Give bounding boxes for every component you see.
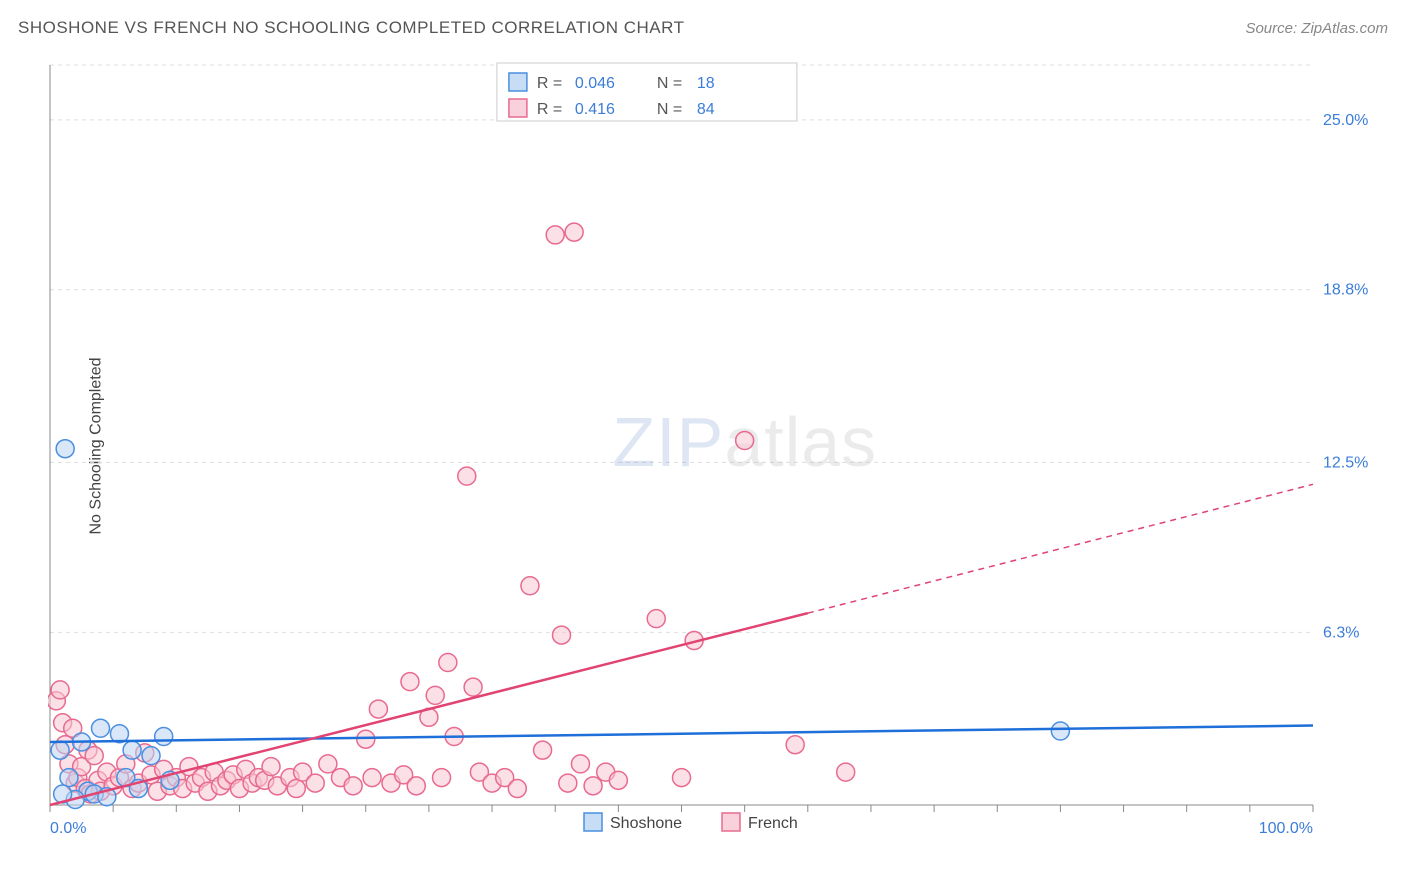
french-point xyxy=(369,700,387,718)
french-point xyxy=(51,681,69,699)
french-point xyxy=(287,780,305,798)
legend-r-value: 0.046 xyxy=(575,75,615,92)
scatter-plot: 6.3%12.5%18.8%25.0%0.0%100.0%ZIPatlasR =… xyxy=(48,55,1388,845)
french-point xyxy=(262,758,280,776)
chart-area: 6.3%12.5%18.8%25.0%0.0%100.0%ZIPatlasR =… xyxy=(48,55,1388,845)
french-point xyxy=(565,223,583,241)
series-label: Shoshone xyxy=(610,815,682,832)
x-tick-label: 0.0% xyxy=(50,820,86,837)
french-point xyxy=(357,730,375,748)
legend-r-label: R = xyxy=(537,101,562,118)
legend-swatch xyxy=(509,99,527,117)
french-point xyxy=(553,626,571,644)
shoshone-point xyxy=(92,719,110,737)
legend-n-label: N = xyxy=(657,75,682,92)
french-point xyxy=(559,774,577,792)
y-tick-label: 12.5% xyxy=(1323,454,1368,471)
y-tick-label: 25.0% xyxy=(1323,112,1368,129)
french-point xyxy=(508,780,526,798)
legend-n-label: N = xyxy=(657,101,682,118)
shoshone-point xyxy=(60,769,78,787)
series-swatch xyxy=(722,813,740,831)
french-point xyxy=(609,771,627,789)
shoshone-point xyxy=(155,727,173,745)
shoshone-trend-line xyxy=(50,726,1313,742)
french-point xyxy=(546,226,564,244)
legend-n-value: 84 xyxy=(697,101,715,118)
shoshone-point xyxy=(142,747,160,765)
shoshone-point xyxy=(123,741,141,759)
french-point xyxy=(571,755,589,773)
french-point xyxy=(426,686,444,704)
french-point xyxy=(458,467,476,485)
french-point xyxy=(736,431,754,449)
french-point xyxy=(363,769,381,787)
legend-n-value: 18 xyxy=(697,75,715,92)
source-attribution: Source: ZipAtlas.com xyxy=(1245,20,1388,37)
french-trend-line xyxy=(50,613,808,805)
french-point xyxy=(673,769,691,787)
french-point xyxy=(534,741,552,759)
french-point xyxy=(344,777,362,795)
french-point xyxy=(401,673,419,691)
french-point xyxy=(647,610,665,628)
french-point xyxy=(306,774,324,792)
french-point xyxy=(786,736,804,754)
french-point xyxy=(521,577,539,595)
series-swatch xyxy=(584,813,602,831)
shoshone-point xyxy=(56,440,74,458)
x-tick-label: 100.0% xyxy=(1259,820,1313,837)
legend-swatch xyxy=(509,73,527,91)
french-point xyxy=(464,678,482,696)
shoshone-point xyxy=(1051,722,1069,740)
french-point xyxy=(837,763,855,781)
legend-r-label: R = xyxy=(537,75,562,92)
french-point xyxy=(407,777,425,795)
legend-r-value: 0.416 xyxy=(575,101,615,118)
shoshone-point xyxy=(51,741,69,759)
y-tick-label: 18.8% xyxy=(1323,282,1368,299)
french-trend-line-extrapolated xyxy=(808,484,1313,613)
series-label: French xyxy=(748,815,798,832)
french-point xyxy=(439,653,457,671)
y-tick-label: 6.3% xyxy=(1323,624,1359,641)
chart-title: SHOSHONE VS FRENCH NO SCHOOLING COMPLETE… xyxy=(18,18,684,38)
french-point xyxy=(433,769,451,787)
